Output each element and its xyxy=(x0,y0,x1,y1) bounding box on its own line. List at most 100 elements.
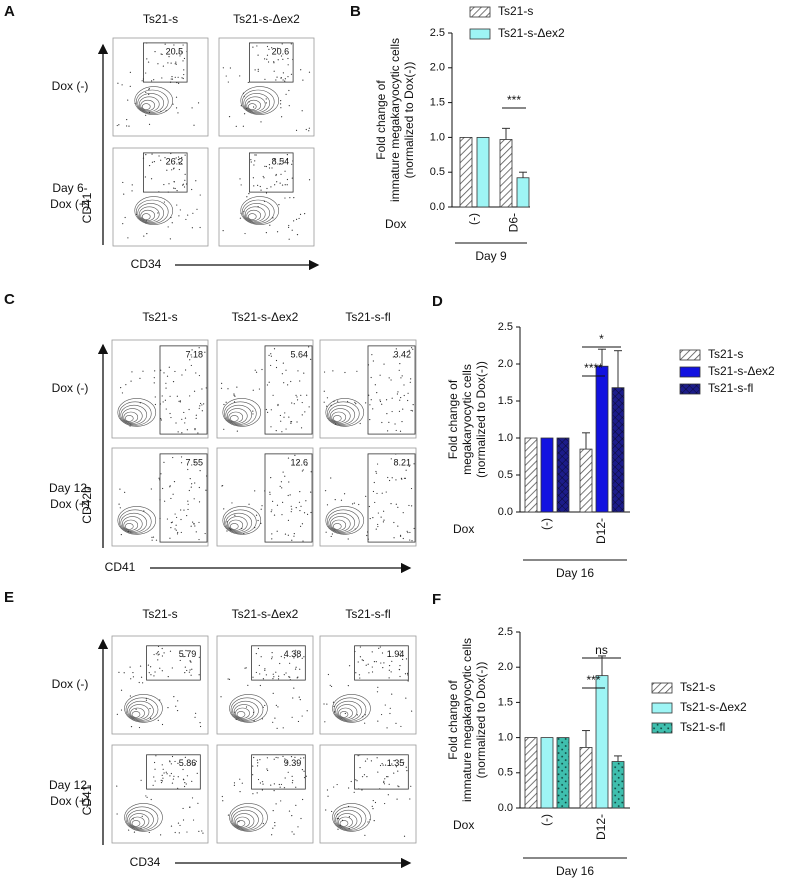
event-dot xyxy=(290,380,292,383)
event-dot xyxy=(348,816,351,818)
event-dot xyxy=(281,431,283,433)
event-dot xyxy=(330,477,332,479)
event-dot xyxy=(281,373,283,375)
event-dot xyxy=(148,164,151,167)
event-dot xyxy=(289,197,291,199)
event-dot xyxy=(227,388,229,390)
contour xyxy=(233,813,255,829)
event-dot xyxy=(301,470,303,472)
event-dot xyxy=(356,370,358,372)
event-dot xyxy=(240,184,242,186)
y-tick-label: 0.0 xyxy=(430,201,445,213)
event-dot xyxy=(174,831,176,834)
event-dot xyxy=(184,173,186,175)
event-dot xyxy=(198,674,200,676)
event-dot xyxy=(188,408,190,411)
event-dot xyxy=(277,678,280,680)
event-dot xyxy=(178,161,180,163)
event-dot xyxy=(399,363,401,365)
event-dot xyxy=(361,776,364,778)
significance-label: ns xyxy=(595,643,608,657)
event-dot xyxy=(197,432,199,434)
event-dot xyxy=(275,79,277,81)
event-dot xyxy=(118,124,120,126)
event-dot xyxy=(160,53,162,55)
event-dot xyxy=(194,428,196,430)
event-dot xyxy=(257,54,259,56)
event-dot xyxy=(260,522,262,524)
y-axis-label: megakaryocytic cells xyxy=(460,364,474,475)
event-dot xyxy=(324,490,327,492)
event-dot xyxy=(201,830,203,832)
event-dot xyxy=(175,63,177,65)
event-dot xyxy=(175,705,177,707)
event-dot xyxy=(225,75,227,77)
event-dot xyxy=(181,156,183,159)
event-dot xyxy=(271,533,273,535)
event-dot xyxy=(273,790,275,792)
event-dot xyxy=(259,673,261,675)
legend-key xyxy=(679,383,701,395)
event-dot xyxy=(272,692,274,694)
event-dot xyxy=(148,672,150,674)
event-dot xyxy=(394,423,396,425)
event-dot xyxy=(398,410,401,412)
event-dot xyxy=(337,828,339,830)
event-dot xyxy=(390,458,392,460)
event-dot xyxy=(282,72,284,74)
gate-value: 20.5 xyxy=(166,46,184,56)
event-dot xyxy=(378,647,380,649)
event-dot xyxy=(395,429,397,432)
event-dot xyxy=(294,454,296,456)
event-dot xyxy=(164,43,166,45)
event-dot xyxy=(196,772,198,774)
event-dot xyxy=(168,183,170,185)
event-dot xyxy=(157,719,159,721)
contour xyxy=(326,509,360,534)
event-dot xyxy=(164,399,166,401)
event-dot xyxy=(291,716,293,718)
event-dot xyxy=(275,430,277,432)
event-dot xyxy=(244,667,246,669)
legend-key xyxy=(651,722,673,734)
event-dot xyxy=(305,500,307,502)
event-dot xyxy=(157,212,159,214)
event-dot xyxy=(261,505,263,507)
event-dot xyxy=(368,505,370,508)
event-dot xyxy=(171,755,174,758)
event-dot xyxy=(174,63,176,65)
event-dot xyxy=(145,72,147,74)
event-dot xyxy=(280,100,282,102)
event-dot xyxy=(280,481,282,483)
event-dot xyxy=(300,394,302,396)
event-dot xyxy=(293,687,295,689)
event-dot xyxy=(131,371,133,373)
event-dot xyxy=(139,377,141,379)
event-dot xyxy=(156,652,159,654)
event-dot xyxy=(291,229,293,231)
event-dot xyxy=(330,535,332,538)
event-dot xyxy=(191,227,193,229)
event-dot xyxy=(138,681,140,684)
event-dot xyxy=(270,186,272,188)
event-dot xyxy=(287,64,289,66)
event-dot xyxy=(302,469,304,471)
event-dot xyxy=(299,668,301,670)
event-dot xyxy=(252,774,254,776)
contour xyxy=(241,199,275,224)
event-dot xyxy=(375,528,377,530)
event-dot xyxy=(176,533,179,535)
contour xyxy=(243,93,271,113)
event-dot xyxy=(304,411,306,413)
event-dot xyxy=(173,775,175,777)
event-dot xyxy=(252,410,254,412)
event-dot xyxy=(175,96,178,98)
event-dot xyxy=(235,125,237,127)
event-dot xyxy=(390,379,392,381)
event-dot xyxy=(178,215,180,217)
event-dot xyxy=(372,799,374,802)
event-dot xyxy=(161,53,163,56)
event-dot xyxy=(367,821,369,823)
event-dot xyxy=(388,783,390,785)
event-dot xyxy=(386,413,388,415)
